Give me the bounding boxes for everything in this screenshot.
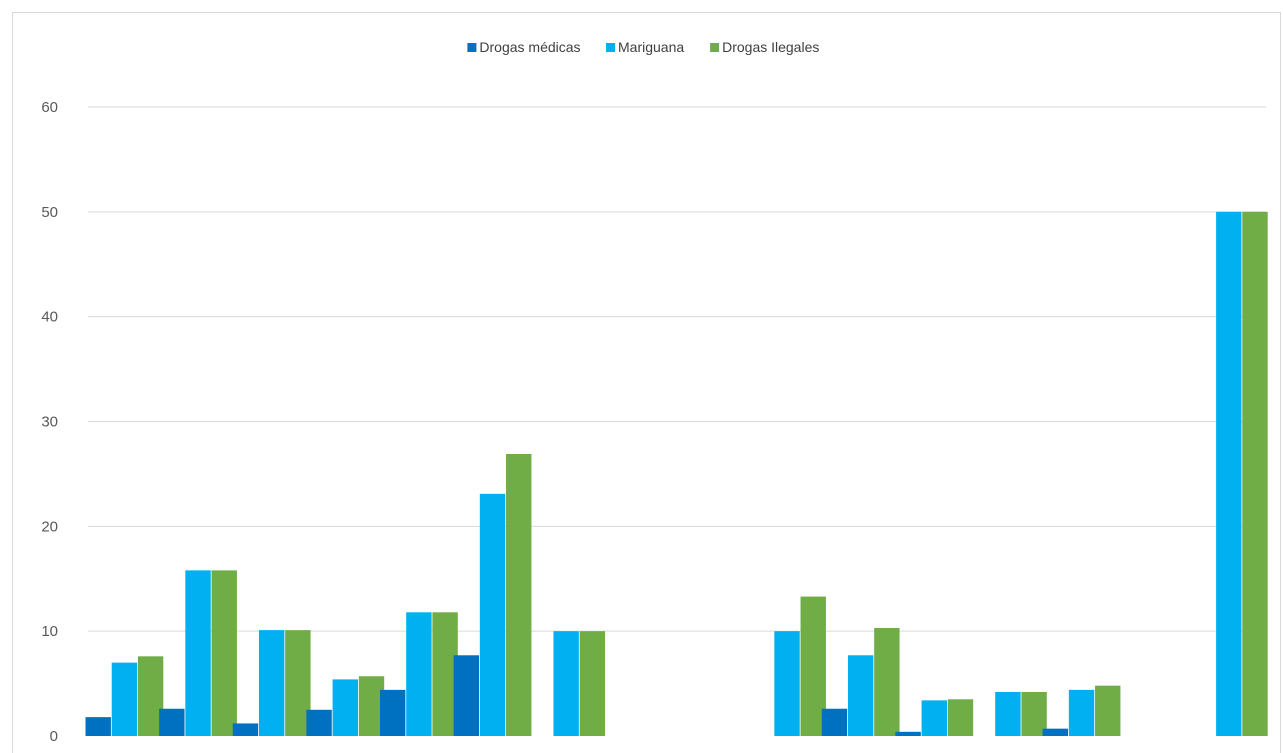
bar-mariguana-11	[847, 655, 874, 736]
bar-mariguana-7	[553, 631, 579, 736]
bar-drogas-ilegales-7	[579, 631, 606, 736]
bar-mariguana-16	[1216, 211, 1242, 737]
y-tick-label-30: 30	[41, 414, 58, 431]
bar-drogas-ilegales-1	[137, 656, 164, 736]
bar-drogas-ilegales-14	[1095, 685, 1121, 736]
bar-drogas-m-dicas-14	[1042, 728, 1069, 736]
bar-drogas-m-dicas-1	[85, 717, 111, 736]
bar-drogas-m-dicas-5	[380, 689, 406, 736]
gridlines	[88, 106, 1266, 632]
legend-label-0: Drogas médicas	[479, 39, 580, 55]
bar-mariguana-1	[111, 662, 138, 736]
legend-swatch-0	[467, 43, 477, 52]
legend-label-2: Drogas Ilegales	[722, 39, 819, 55]
y-tick-label-40: 40	[41, 309, 58, 326]
bar-drogas-ilegales-16	[1242, 211, 1268, 737]
bar-drogas-m-dicas-2	[159, 708, 185, 736]
legend-swatch-1	[606, 43, 615, 52]
legend-swatch-2	[710, 43, 720, 52]
bar-drogas-ilegales-10	[800, 596, 826, 736]
bar-drogas-m-dicas-11	[821, 708, 848, 736]
bar-mariguana-2	[185, 570, 211, 736]
y-tick-label-0: 0	[50, 728, 58, 745]
bar-mariguana-12	[921, 700, 947, 736]
bar-drogas-ilegales-3	[285, 630, 311, 736]
y-tick-label-50: 50	[41, 204, 58, 221]
bar-mariguana-3	[258, 630, 285, 736]
bar-drogas-ilegales-2	[211, 570, 237, 736]
y-tick-label-10: 10	[41, 623, 58, 640]
bars	[85, 211, 1268, 737]
bar-mariguana-14	[1068, 689, 1095, 736]
bar-drogas-ilegales-11	[874, 628, 900, 736]
bar-mariguana-6	[479, 493, 506, 736]
bar-mariguana-13	[995, 691, 1021, 736]
y-tick-label-20: 20	[41, 518, 58, 535]
y-axis-tick-labels: 0 10 20 30 40 50 60	[41, 99, 58, 745]
bar-drogas-ilegales-6	[506, 453, 532, 736]
bar-mariguana-5	[406, 612, 432, 736]
bar-drogas-ilegales-12	[947, 699, 974, 736]
bar-drogas-m-dicas-12	[895, 731, 921, 736]
bar-drogas-ilegales-4	[358, 676, 385, 736]
bar-drogas-ilegales-13	[1021, 691, 1047, 736]
chart-frame	[12, 12, 1281, 753]
legend: Drogas médicas Mariguana Drogas Ilegales	[467, 39, 819, 55]
legend-label-1: Mariguana	[618, 39, 684, 55]
y-tick-label-60: 60	[41, 99, 58, 116]
bar-mariguana-4	[332, 679, 358, 736]
bar-drogas-m-dicas-3	[232, 723, 259, 736]
bar-drogas-m-dicas-6	[453, 655, 480, 736]
bar-drogas-ilegales-5	[432, 612, 458, 736]
bar-drogas-m-dicas-4	[306, 709, 332, 736]
bar-mariguana-10	[774, 631, 800, 736]
